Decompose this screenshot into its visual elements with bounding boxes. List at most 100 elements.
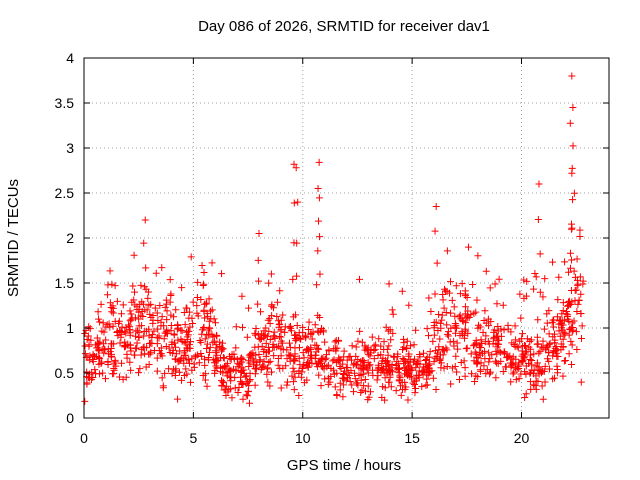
data-point <box>148 331 156 339</box>
data-point <box>265 327 273 335</box>
data-point <box>234 360 242 368</box>
data-point <box>397 382 405 390</box>
data-point <box>218 270 226 278</box>
data-point <box>199 371 207 379</box>
data-point <box>274 361 282 369</box>
data-point <box>265 358 273 366</box>
y-tick-label: 2 <box>66 230 74 246</box>
data-point <box>102 375 110 383</box>
data-point <box>577 310 585 318</box>
data-point <box>194 278 202 286</box>
data-point <box>121 327 129 335</box>
data-point <box>568 361 576 369</box>
data-point <box>563 307 571 315</box>
data-point <box>274 298 282 306</box>
data-point <box>511 342 519 350</box>
data-point <box>161 303 169 311</box>
data-point <box>573 276 581 284</box>
data-point <box>521 353 529 361</box>
data-point <box>137 351 145 359</box>
data-point <box>247 352 255 360</box>
data-point <box>210 315 218 323</box>
data-point <box>285 339 293 347</box>
data-point <box>433 349 441 357</box>
data-point <box>349 361 357 369</box>
data-point <box>348 381 356 389</box>
data-point <box>316 313 324 321</box>
data-point <box>289 364 297 372</box>
data-point <box>199 326 207 334</box>
data-point <box>462 345 470 353</box>
data-point <box>113 297 121 305</box>
data-point <box>290 368 298 376</box>
data-point <box>191 353 199 361</box>
data-point <box>144 288 152 296</box>
data-point <box>544 343 552 351</box>
data-point <box>397 391 405 399</box>
data-point <box>432 203 440 210</box>
data-point <box>317 382 325 390</box>
data-point <box>86 352 94 360</box>
data-point <box>254 300 262 308</box>
data-point <box>364 369 372 377</box>
data-point <box>277 352 285 360</box>
data-point <box>377 351 385 359</box>
data-point <box>456 311 464 319</box>
data-point <box>289 378 297 386</box>
data-point <box>490 333 498 341</box>
data-point <box>477 343 485 351</box>
data-point <box>116 373 124 381</box>
data-point <box>300 379 308 387</box>
data-point <box>315 328 323 336</box>
data-point <box>211 319 219 327</box>
data-point <box>277 384 285 392</box>
data-point <box>447 278 455 286</box>
data-point <box>536 250 544 258</box>
data-point <box>182 365 190 373</box>
data-point <box>305 318 313 326</box>
data-point <box>408 373 416 381</box>
data-point <box>81 329 89 337</box>
data-point <box>142 264 150 272</box>
data-point <box>330 345 338 353</box>
data-point <box>186 338 194 346</box>
data-point <box>312 348 320 356</box>
data-point <box>500 348 508 356</box>
data-point <box>290 160 298 168</box>
data-point <box>171 367 179 375</box>
data-point <box>299 328 307 336</box>
data-point <box>220 386 228 394</box>
data-point <box>142 327 150 335</box>
data-point <box>140 332 148 340</box>
data-point <box>189 298 197 306</box>
data-point <box>124 321 132 329</box>
data-point <box>319 326 327 334</box>
data-point <box>131 288 139 296</box>
data-point <box>392 362 400 370</box>
data-point <box>95 346 103 354</box>
data-point <box>198 262 206 270</box>
data-point <box>407 367 415 375</box>
data-point <box>430 358 438 366</box>
data-point <box>531 269 539 277</box>
x-tick-label: 10 <box>295 430 311 446</box>
data-point <box>175 368 183 376</box>
data-point <box>96 338 104 346</box>
data-point <box>511 322 519 330</box>
data-point <box>172 306 180 314</box>
data-point <box>366 361 374 369</box>
data-point <box>95 315 103 323</box>
data-point <box>91 366 99 374</box>
data-point <box>140 239 148 247</box>
data-point <box>150 327 158 335</box>
data-point <box>531 381 539 389</box>
data-point <box>555 273 563 281</box>
data-point <box>241 373 249 381</box>
data-point <box>183 370 191 378</box>
data-point <box>292 164 300 172</box>
data-point <box>244 387 252 395</box>
data-point <box>203 382 211 390</box>
data-point <box>153 367 161 375</box>
data-point <box>457 315 465 323</box>
data-point <box>470 342 478 350</box>
